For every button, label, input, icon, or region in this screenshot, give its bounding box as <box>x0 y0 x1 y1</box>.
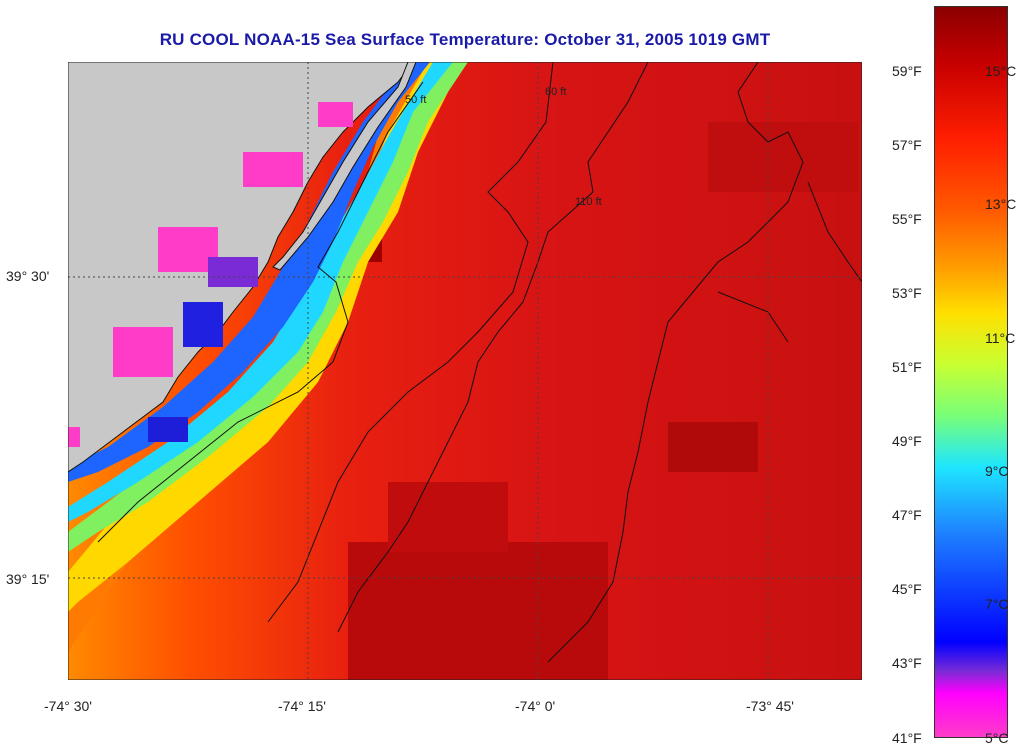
f-label: 47°F <box>892 507 922 523</box>
lon-label-74-15: -74° 15' <box>278 698 326 714</box>
f-label: 49°F <box>892 433 922 449</box>
f-label: 57°F <box>892 137 922 153</box>
sst-map <box>68 62 862 680</box>
land-layer <box>68 62 417 473</box>
c-label: 7°C <box>985 596 1009 612</box>
lat-label-39-15: 39° 15' <box>6 571 50 587</box>
lon-label-74-0: -74° 0' <box>515 698 556 714</box>
lon-label-73-45: -73° 45' <box>746 698 794 714</box>
coastal-temperature-bands <box>68 62 468 652</box>
c-label: 5°C <box>985 730 1009 746</box>
map-title: RU COOL NOAA-15 Sea Surface Temperature:… <box>159 30 771 49</box>
c-label: 15°C <box>985 63 1017 79</box>
color-scale-bar <box>934 6 1008 738</box>
f-label: 59°F <box>892 63 922 79</box>
f-label: 43°F <box>892 655 922 671</box>
lat-label-39-30: 39° 30' <box>6 268 50 284</box>
contour-label-110ft: 110 ft <box>575 196 602 208</box>
contour-label-50ft: 50 ft <box>405 94 427 106</box>
c-label: 11°C <box>985 330 1016 346</box>
c-label: 13°C <box>985 196 1017 212</box>
f-label: 41°F <box>892 730 922 746</box>
f-label: 53°F <box>892 285 922 301</box>
f-label: 51°F <box>892 359 922 375</box>
ocean-layer <box>68 62 862 680</box>
lon-label-74-30: -74° 30' <box>44 698 92 714</box>
contour-label-60ft: 60 ft <box>545 86 567 98</box>
f-label: 45°F <box>892 581 922 597</box>
grid-lines <box>68 62 862 680</box>
c-label: 9°C <box>985 463 1009 479</box>
f-label: 55°F <box>892 211 922 227</box>
